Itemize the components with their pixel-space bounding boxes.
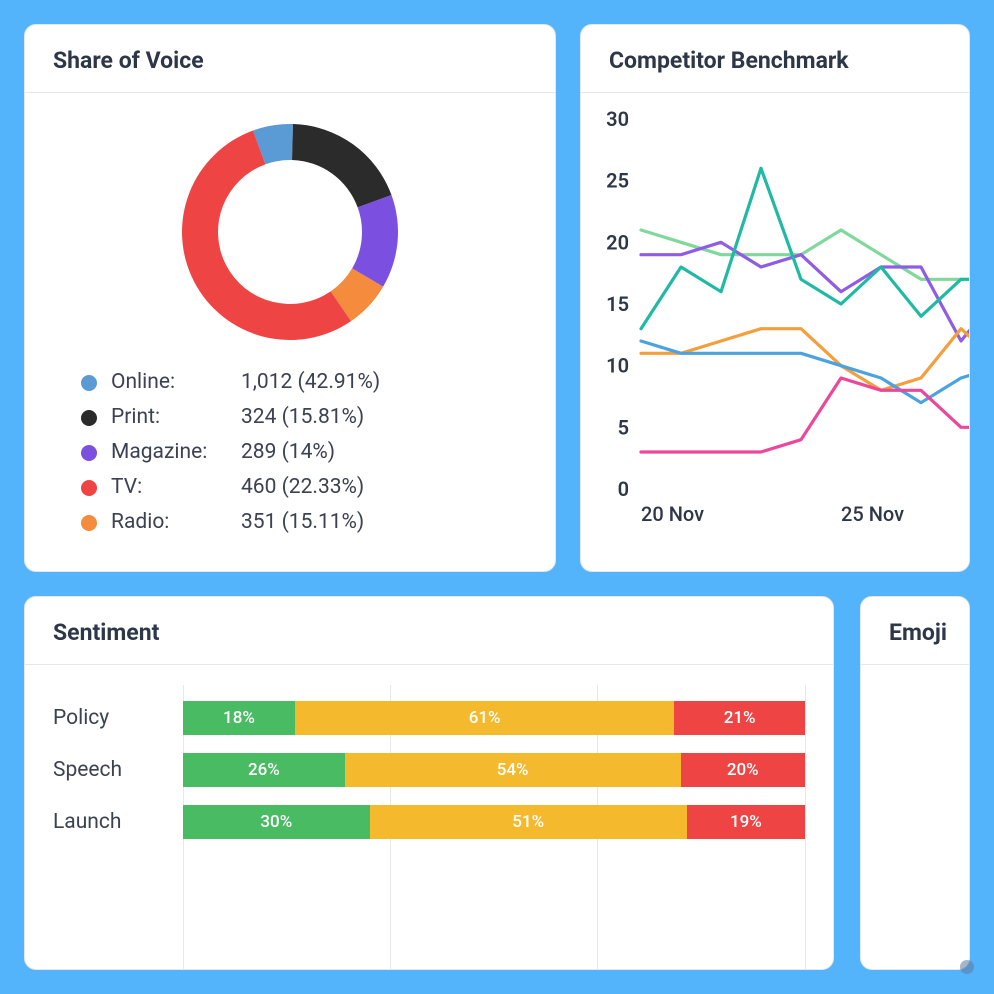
- series-line: [641, 378, 970, 452]
- legend-label: TV:: [111, 477, 241, 498]
- legend-swatch: [81, 375, 97, 391]
- sentiment-title: Sentiment: [25, 597, 833, 665]
- legend-value: 289 (14%): [241, 442, 335, 463]
- legend-label: Radio:: [111, 512, 241, 533]
- y-axis-tick-label: 25: [606, 169, 629, 193]
- sentiment-segment-neu: 61%: [295, 701, 674, 735]
- legend-value: 1,012 (42.91%): [241, 372, 380, 393]
- share-of-voice-title: Share of Voice: [25, 25, 555, 93]
- share-of-voice-legend: Online:1,012 (42.91%)Print:324 (15.81%)M…: [53, 359, 527, 540]
- sentiment-row: Speech26%54%20%: [53, 753, 805, 787]
- sentiment-body: Policy18%61%21%Speech26%54%20%Launch30%5…: [25, 665, 833, 969]
- sentiment-segment-pos: 26%: [183, 753, 345, 787]
- sentiment-bar: 18%61%21%: [183, 701, 805, 735]
- y-axis-tick-label: 10: [606, 354, 629, 378]
- sentiment-gridline: [805, 685, 806, 970]
- donut-slice: [292, 124, 391, 207]
- legend-row: TV:460 (22.33%): [81, 470, 503, 505]
- competitor-benchmark-body: 0 5 10 15 20 25 30 20 Nov 25 Nov: [581, 93, 969, 571]
- y-axis-tick-label: 30: [606, 109, 629, 131]
- share-of-voice-body: Online:1,012 (42.91%)Print:324 (15.81%)M…: [25, 93, 555, 571]
- emoji-body: [861, 665, 969, 969]
- legend-value: 324 (15.81%): [241, 407, 364, 428]
- share-of-voice-card: Share of Voice Online:1,012 (42.91%)Prin…: [24, 24, 556, 572]
- y-axis-tick-label: 20: [606, 230, 629, 254]
- x-axis-tick-label: 25 Nov: [841, 502, 904, 526]
- legend-value: 460 (22.33%): [241, 477, 364, 498]
- donut-chart: [177, 119, 403, 345]
- competitor-benchmark-card: Competitor Benchmark 0 5 10 15 20 25 30 20 Nov 2…: [580, 24, 970, 572]
- competitor-line-chart: 0 5 10 15 20 25 30 20 Nov 25 Nov: [581, 109, 970, 549]
- sentiment-segment-neg: 19%: [687, 805, 805, 839]
- x-axis-tick-label: 20 Nov: [641, 502, 704, 526]
- legend-label: Print:: [111, 407, 241, 428]
- legend-swatch: [81, 515, 97, 531]
- sentiment-card: Sentiment Policy18%61%21%Speech26%54%20%…: [24, 596, 834, 970]
- series-line: [641, 168, 970, 328]
- sentiment-row: Policy18%61%21%: [53, 701, 805, 735]
- sentiment-row-label: Launch: [53, 810, 183, 834]
- sentiment-bar: 26%54%20%: [183, 753, 805, 787]
- sentiment-segment-neu: 51%: [370, 805, 687, 839]
- sentiment-bar: 30%51%19%: [183, 805, 805, 839]
- y-axis-tick-label: 0: [618, 477, 629, 501]
- sentiment-row-label: Speech: [53, 758, 183, 782]
- legend-row: Radio:351 (15.11%): [81, 505, 503, 540]
- sentiment-segment-neg: 20%: [681, 753, 805, 787]
- competitor-benchmark-title: Competitor Benchmark: [581, 25, 969, 93]
- y-axis-tick-label: 15: [606, 292, 629, 316]
- sentiment-segment-pos: 18%: [183, 701, 295, 735]
- emoji-title: Emoji: [861, 597, 969, 665]
- legend-row: Online:1,012 (42.91%): [81, 365, 503, 400]
- series-line: [641, 329, 970, 391]
- sentiment-segment-pos: 30%: [183, 805, 370, 839]
- sentiment-segment-neg: 21%: [674, 701, 805, 735]
- legend-label: Magazine:: [111, 442, 241, 463]
- series-line: [641, 242, 970, 341]
- legend-swatch: [81, 445, 97, 461]
- legend-value: 351 (15.11%): [241, 512, 364, 533]
- legend-row: Print:324 (15.81%): [81, 400, 503, 435]
- legend-row: Magazine:289 (14%): [81, 435, 503, 470]
- decorative-dot: [960, 960, 974, 974]
- emoji-card: Emoji: [860, 596, 970, 970]
- sentiment-segment-neu: 54%: [345, 753, 681, 787]
- sentiment-row-label: Policy: [53, 706, 183, 730]
- donut-chart-wrap: [53, 113, 527, 359]
- legend-swatch: [81, 480, 97, 496]
- sentiment-row: Launch30%51%19%: [53, 805, 805, 839]
- y-axis-tick-label: 5: [618, 415, 629, 439]
- legend-swatch: [81, 410, 97, 426]
- legend-label: Online:: [111, 372, 241, 393]
